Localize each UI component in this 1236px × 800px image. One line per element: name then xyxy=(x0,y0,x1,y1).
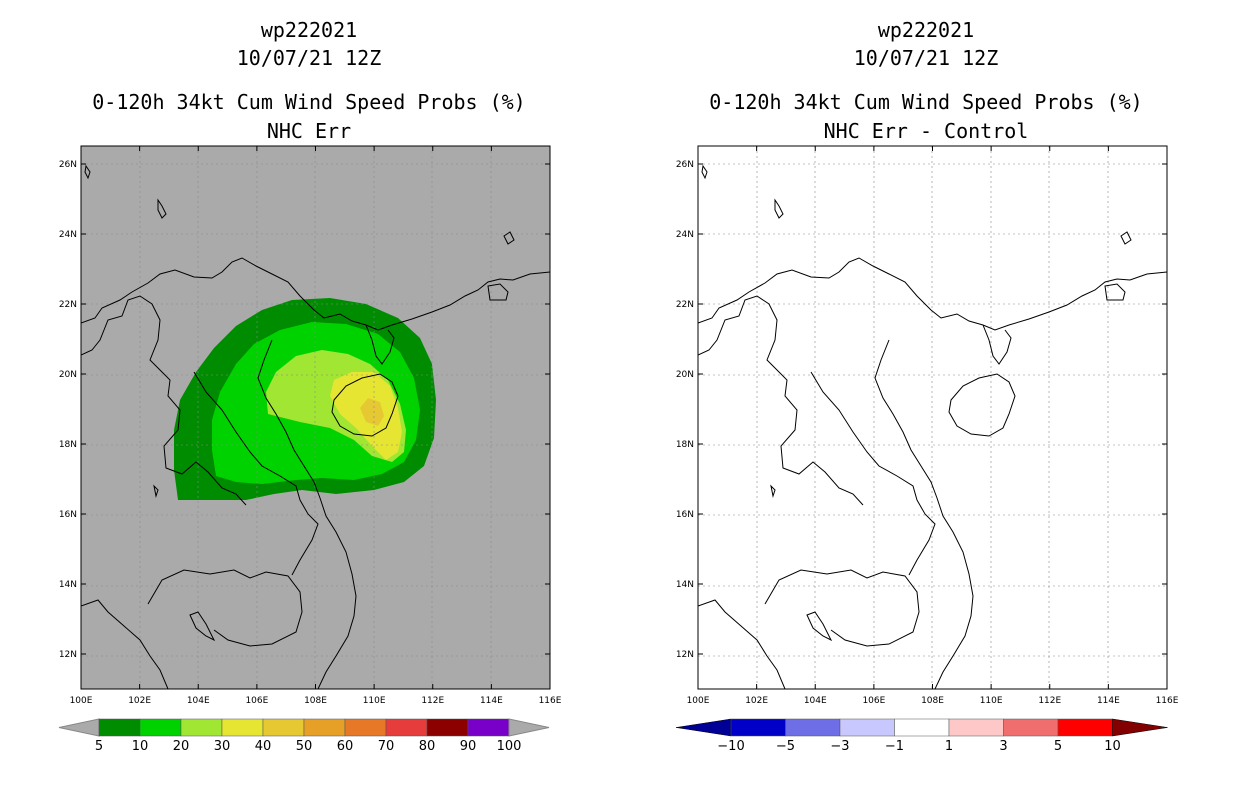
colorbar-low-arrow xyxy=(58,718,100,737)
colorbar-label: 60 xyxy=(337,739,354,754)
colorbar-swatch xyxy=(948,718,1004,737)
colorbar-label: −3 xyxy=(830,739,849,754)
y-tick-label: 20N xyxy=(676,370,694,380)
panel-1-colorbar: 5 10 20 30 40 50 60 70 80 90 100 xyxy=(58,718,550,754)
x-tick-label: 104E xyxy=(804,696,827,706)
colorbar-label: 30 xyxy=(214,739,231,754)
panel-2-axis-ticks xyxy=(697,146,1168,689)
y-tick-label: 26N xyxy=(676,160,694,170)
colorbar-label: −1 xyxy=(885,739,904,754)
probability-contours xyxy=(174,298,436,500)
panel-2-datetime: 10/07/21 12Z xyxy=(853,46,999,70)
x-tick-label: 112E xyxy=(1038,696,1061,706)
colorbar-swatch xyxy=(1057,718,1113,737)
panel-1-map: 100E 102E 104E 106E 108E 110E 112E 114E 116E 12N… xyxy=(59,145,562,706)
colorbar-swatch xyxy=(221,718,264,737)
panel-2-map-background xyxy=(698,146,1167,689)
contour-40pct xyxy=(360,398,384,426)
panel-1-x-tick-labels: 100E 102E 104E 106E 108E 110E 112E 114E 116E xyxy=(70,696,562,706)
panel-1-datetime: 10/07/21 12Z xyxy=(236,46,382,70)
y-tick-label: 12N xyxy=(676,650,694,660)
panel-2-subtitle: NHC Err - Control xyxy=(823,119,1029,143)
colorbar-label: 90 xyxy=(460,739,477,754)
y-tick-label: 14N xyxy=(676,580,694,590)
colorbar-swatch xyxy=(839,718,895,737)
colorbar-swatch xyxy=(344,718,387,737)
colorbar-label: 5 xyxy=(1054,739,1062,754)
colorbar-swatch xyxy=(467,718,510,737)
panel-1-subtitle: NHC Err xyxy=(266,119,352,143)
colorbar-swatch xyxy=(180,718,223,737)
colorbar-low-arrow xyxy=(675,718,732,737)
y-tick-label: 18N xyxy=(676,440,694,450)
y-tick-label: 20N xyxy=(59,370,77,380)
colorbar-label: 10 xyxy=(1104,739,1121,754)
colorbar-high-arrow xyxy=(1112,718,1168,737)
colorbar-label: 80 xyxy=(419,739,436,754)
colorbar-label: 100 xyxy=(497,739,522,754)
x-tick-label: 100E xyxy=(687,696,710,706)
colorbar-label: 5 xyxy=(95,739,103,754)
y-tick-label: 12N xyxy=(59,650,77,660)
panel-2-x-tick-labels: 100E 102E 104E 106E 108E 110E 112E 114E 116E xyxy=(687,696,1179,706)
x-tick-label: 116E xyxy=(539,696,562,706)
x-tick-label: 104E xyxy=(187,696,210,706)
x-tick-label: 106E xyxy=(245,696,268,706)
colorbar-label: −5 xyxy=(776,739,795,754)
x-tick-label: 114E xyxy=(1097,696,1120,706)
y-tick-label: 18N xyxy=(59,440,77,450)
colorbar-swatch xyxy=(426,718,469,737)
y-tick-label: 22N xyxy=(676,300,694,310)
y-tick-label: 16N xyxy=(676,510,694,520)
colorbar-label: 3 xyxy=(999,739,1007,754)
colorbar-label: 40 xyxy=(255,739,272,754)
colorbar-label: 10 xyxy=(132,739,149,754)
colorbar-label: 20 xyxy=(173,739,190,754)
colorbar-swatch xyxy=(730,718,786,737)
x-tick-label: 102E xyxy=(745,696,768,706)
panel-2-map: 100E 102E 104E 106E 108E 110E 112E 114E 116E 12N… xyxy=(676,145,1179,706)
x-tick-label: 100E xyxy=(70,696,93,706)
colorbar-label: −10 xyxy=(717,739,744,754)
y-tick-label: 16N xyxy=(59,510,77,520)
panel-1-storm-id: wp222021 xyxy=(260,18,358,42)
colorbar-label: 50 xyxy=(296,739,313,754)
x-tick-label: 112E xyxy=(421,696,444,706)
colorbar-swatch xyxy=(139,718,182,737)
x-tick-label: 110E xyxy=(363,696,386,706)
y-tick-label: 24N xyxy=(676,230,694,240)
panel-1-y-tick-labels: 12N 14N 16N 18N 20N 22N 24N 26N xyxy=(59,160,77,660)
x-tick-label: 110E xyxy=(980,696,1003,706)
colorbar-swatch xyxy=(894,718,950,737)
colorbar-swatch xyxy=(385,718,428,737)
panel-2-product-title: 0-120h 34kt Cum Wind Speed Probs (%) xyxy=(709,90,1143,114)
x-tick-label: 108E xyxy=(304,696,327,706)
panel-1-product-title: 0-120h 34kt Cum Wind Speed Probs (%) xyxy=(92,90,526,114)
x-tick-label: 116E xyxy=(1156,696,1179,706)
y-tick-label: 14N xyxy=(59,580,77,590)
y-tick-label: 24N xyxy=(59,230,77,240)
x-tick-label: 106E xyxy=(862,696,885,706)
colorbar-swatch xyxy=(98,718,141,737)
x-tick-label: 108E xyxy=(921,696,944,706)
panel-2-colorbar: −10 −5 −3 −1 1 3 5 10 xyxy=(675,718,1168,754)
x-tick-label: 102E xyxy=(128,696,151,706)
y-tick-label: 26N xyxy=(59,160,77,170)
colorbar-swatch xyxy=(785,718,841,737)
y-tick-label: 22N xyxy=(59,300,77,310)
colorbar-high-arrow xyxy=(508,718,550,737)
colorbar-swatch xyxy=(262,718,305,737)
colorbar-swatch xyxy=(303,718,346,737)
colorbar-swatch xyxy=(1003,718,1059,737)
panel-2-y-tick-labels: 12N 14N 16N 18N 20N 22N 24N 26N xyxy=(676,160,694,660)
colorbar-label: 70 xyxy=(378,739,395,754)
x-tick-label: 114E xyxy=(480,696,503,706)
panel-2-storm-id: wp222021 xyxy=(877,18,975,42)
colorbar-label: 1 xyxy=(945,739,953,754)
panel-1-axis-ticks xyxy=(80,146,551,689)
